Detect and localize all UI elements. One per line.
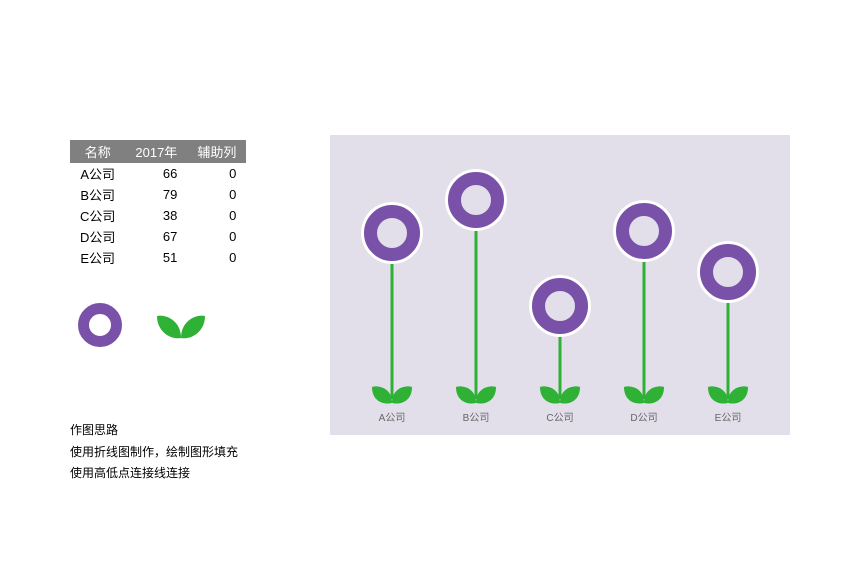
table-cell: D公司 [70,226,125,247]
table-cell: 0 [187,247,246,268]
table-cell: 66 [125,163,187,184]
table-cell: 0 [187,226,246,247]
legend [75,300,207,350]
flower [686,145,770,405]
notes-line: 使用高低点连接线连接 [70,463,238,485]
x-axis-label: B公司 [434,409,518,424]
ring-icon [75,300,125,350]
flower-chart: A公司B公司C公司D公司E公司 [330,135,790,435]
flower-head [445,169,507,231]
ring-icon [616,203,672,259]
x-axis-label: D公司 [602,409,686,424]
table-row: A公司660 [70,163,246,184]
leaf-icon [454,383,498,405]
leaf-icon [370,383,414,405]
table-cell: 79 [125,184,187,205]
ring-icon [532,278,588,334]
leaf-icon [706,383,750,405]
table-cell: 67 [125,226,187,247]
table-cell: A公司 [70,163,125,184]
x-axis-label: E公司 [686,409,770,424]
flower-head [613,200,675,262]
flower-head [529,275,591,337]
ring-icon [364,205,420,261]
notes: 作图思路 使用折线图制作，绘制图形填充 使用高低点连接线连接 [70,420,238,485]
table-cell: 51 [125,247,187,268]
table-row: D公司670 [70,226,246,247]
flower [518,145,602,405]
table-header: 名称 [70,140,125,163]
table-cell: C公司 [70,205,125,226]
flower-head [361,202,423,264]
table-cell: 38 [125,205,187,226]
table-row: B公司790 [70,184,246,205]
leaf-icon [538,383,582,405]
table-cell: 0 [187,163,246,184]
ring-icon [448,172,504,228]
flower [434,145,518,405]
leaf-icon [622,383,666,405]
x-axis-label: A公司 [350,409,434,424]
data-table: 名称 2017年 辅助列 A公司660B公司790C公司380D公司670E公司… [70,140,246,268]
table-cell: 0 [187,184,246,205]
table-cell: 0 [187,205,246,226]
table-row: C公司380 [70,205,246,226]
x-axis-label: C公司 [518,409,602,424]
table-cell: B公司 [70,184,125,205]
flower-head [697,241,759,303]
table-cell: E公司 [70,247,125,268]
table-header: 2017年 [125,140,187,163]
flower [350,145,434,405]
ring-icon [700,244,756,300]
table-header: 辅助列 [187,140,246,163]
leaf-icon [155,310,207,340]
notes-line: 使用折线图制作，绘制图形填充 [70,442,238,464]
notes-title: 作图思路 [70,420,238,442]
table-row: E公司510 [70,247,246,268]
flower [602,145,686,405]
